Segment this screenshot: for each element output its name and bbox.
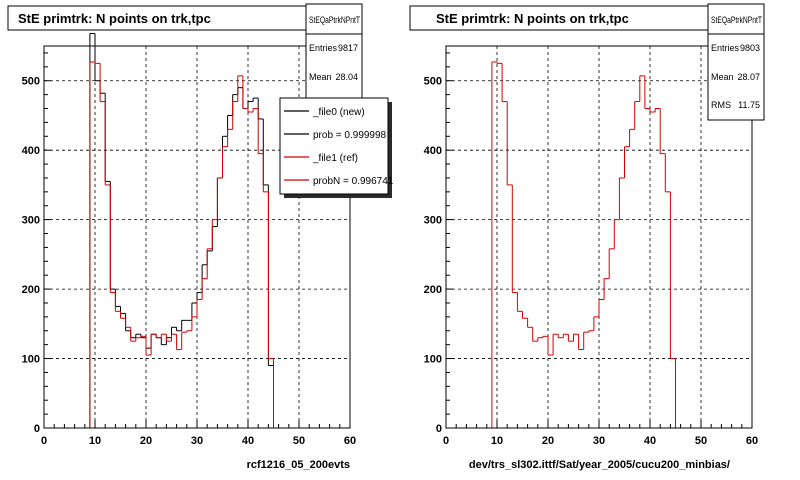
left-stats-entries-value: 9817 bbox=[338, 43, 358, 53]
right-grid bbox=[446, 46, 752, 428]
left-stats-entries-label: Entries bbox=[309, 43, 338, 53]
right-x-tick-label-60: 60 bbox=[746, 435, 758, 447]
left-chart-title: StE primtrk: N points on trk,tpc bbox=[18, 11, 211, 26]
right-x-tick-label-50: 50 bbox=[695, 435, 707, 447]
left-title-box bbox=[7, 5, 307, 31]
left-x-tick-label-20: 20 bbox=[140, 435, 152, 447]
right-y-tick-label-300: 300 bbox=[424, 215, 442, 227]
left-stats-mean-label: Mean bbox=[309, 72, 332, 82]
right-stats-entries-label: Entries bbox=[711, 43, 740, 53]
left-stats-box: StEQaPtrkNPntT Entries 9817 Mean 28.04 bbox=[305, 3, 363, 117]
left-histogram-panel: 0 100 200 300 400 500 0 10 20 30 40 50 60 StE primt… bbox=[7, 3, 394, 471]
left-series-1 bbox=[44, 61, 350, 429]
right-y-tick-label-400: 400 bbox=[424, 145, 442, 157]
left-y-tick-label-200: 200 bbox=[22, 284, 40, 296]
right-series-group bbox=[446, 61, 752, 429]
right-stats-mean-label: Mean bbox=[711, 72, 734, 82]
right-chart-title: StE primtrk: N points on trk,tpc bbox=[436, 11, 629, 26]
legend-label-prob: prob = 0.999998 bbox=[313, 130, 387, 141]
right-series-0 bbox=[446, 61, 752, 429]
left-x-tick-label-40: 40 bbox=[242, 435, 254, 447]
left-x-tick-label-30: 30 bbox=[191, 435, 203, 447]
left-legend: _file0 (new) prob = 0.999998 _file1 (ref… bbox=[279, 97, 394, 198]
right-x-tick-label-40: 40 bbox=[644, 435, 656, 447]
left-y-ticks: 0 100 200 300 400 500 bbox=[22, 52, 51, 435]
right-y-ticks: 0 100 200 300 400 500 bbox=[424, 52, 453, 435]
left-y-tick-label-300: 300 bbox=[22, 215, 40, 227]
left-x-tick-label-0: 0 bbox=[41, 435, 47, 447]
right-x-tick-label-30: 30 bbox=[593, 435, 605, 447]
right-stats-rms-value: 11.75 bbox=[738, 100, 760, 110]
right-x-axis-label: dev/trs_sl302.ittf/Sat/year_2005/cucu200… bbox=[469, 459, 730, 471]
right-histogram-panel: 0 100 200 300 400 500 0 10 20 30 40 50 60 StE primt… bbox=[409, 3, 765, 471]
right-y-tick-label-100: 100 bbox=[424, 354, 442, 366]
left-y-tick-label-0: 0 bbox=[34, 423, 40, 435]
legend-label-probN: probN = 0.996741 bbox=[313, 176, 394, 187]
right-x-tick-label-0: 0 bbox=[443, 435, 449, 447]
left-stats-mean-value: 28.04 bbox=[335, 72, 358, 82]
right-x-tick-label-20: 20 bbox=[542, 435, 554, 447]
right-stats-mean-value: 28.07 bbox=[737, 72, 760, 82]
left-x-axis-label: rcf1216_05_200evts bbox=[247, 459, 350, 471]
legend-label-file0: _file0 (new) bbox=[312, 107, 365, 118]
right-y-tick-label-200: 200 bbox=[424, 284, 442, 296]
right-stats-box: StEQaPtrkNPntT Entries 9803 Mean 28.07 R… bbox=[707, 3, 765, 121]
left-x-tick-label-10: 10 bbox=[89, 435, 101, 447]
right-y-tick-label-0: 0 bbox=[436, 423, 442, 435]
left-x-tick-label-60: 60 bbox=[344, 435, 356, 447]
left-y-tick-label-400: 400 bbox=[22, 145, 40, 157]
left-stats-name: StEQaPtrkNPntT bbox=[309, 15, 360, 25]
right-x-ticks: 0 10 20 30 40 50 60 bbox=[443, 420, 758, 447]
left-y-tick-label-500: 500 bbox=[22, 76, 40, 88]
right-stats-rms-label: RMS bbox=[711, 100, 731, 110]
left-y-tick-label-100: 100 bbox=[22, 354, 40, 366]
right-y-tick-label-500: 500 bbox=[424, 76, 442, 88]
right-stats-entries-value: 9803 bbox=[740, 43, 760, 53]
right-stats-name: StEQaPtrkNPntT bbox=[711, 15, 762, 25]
legend-label-file1: _file1 (ref) bbox=[312, 153, 358, 164]
right-x-tick-label-10: 10 bbox=[491, 435, 503, 447]
left-x-tick-label-50: 50 bbox=[293, 435, 305, 447]
